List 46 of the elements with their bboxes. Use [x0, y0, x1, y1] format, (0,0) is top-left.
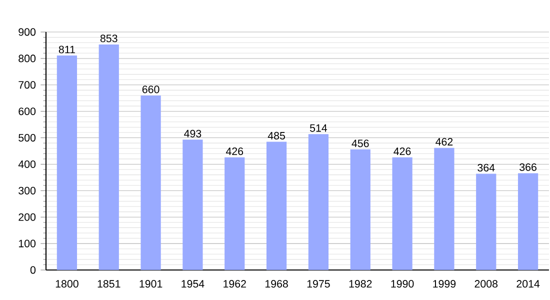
y-tick-label: 400 [18, 160, 36, 168]
y-tick-label: 900 [18, 28, 36, 36]
x-tick-label: 1982 [349, 280, 372, 288]
y-tick-label: 800 [18, 54, 36, 62]
y-tick-label: 300 [18, 186, 36, 194]
data-label: 364 [478, 164, 495, 172]
x-tick-label: 1968 [265, 280, 288, 288]
bar [182, 140, 203, 270]
y-tick-label: 0 [30, 266, 36, 274]
bar [350, 149, 370, 270]
data-label: 426 [394, 148, 411, 156]
x-tick-label: 1962 [224, 280, 246, 288]
x-tick-label: 1990 [391, 280, 414, 288]
data-label: 853 [100, 34, 118, 42]
bar [140, 95, 161, 270]
x-tick-label: 1901 [140, 280, 162, 288]
data-label: 811 [58, 46, 75, 54]
bar [266, 142, 287, 270]
data-label: 514 [310, 124, 328, 132]
x-tick-label: 2008 [474, 280, 498, 288]
data-label: 366 [520, 163, 536, 171]
x-tick-label: 1954 [182, 280, 204, 288]
bar [98, 44, 119, 270]
data-label: 660 [142, 86, 160, 94]
bar [392, 157, 412, 270]
y-tick-label: 700 [18, 81, 36, 89]
data-label: 485 [268, 132, 285, 140]
data-label: 426 [226, 148, 244, 156]
x-tick-label: 1800 [56, 280, 78, 288]
bar [518, 173, 538, 270]
data-label: 456 [352, 140, 369, 148]
data-label: 493 [184, 130, 202, 138]
bar [56, 56, 78, 270]
x-tick-label: 1851 [98, 280, 120, 288]
y-tick-label: 600 [18, 108, 36, 116]
bar [434, 148, 454, 270]
data-label: 462 [436, 138, 453, 146]
y-tick-label: 100 [18, 240, 36, 248]
bar [476, 174, 496, 270]
bar [308, 134, 329, 270]
x-tick-label: 1999 [433, 280, 456, 288]
x-tick-label: 1975 [307, 280, 330, 288]
bar [224, 157, 245, 270]
y-tick-label: 500 [18, 134, 36, 142]
y-tick-label: 200 [18, 213, 36, 221]
x-tick-label: 2014 [516, 280, 540, 288]
